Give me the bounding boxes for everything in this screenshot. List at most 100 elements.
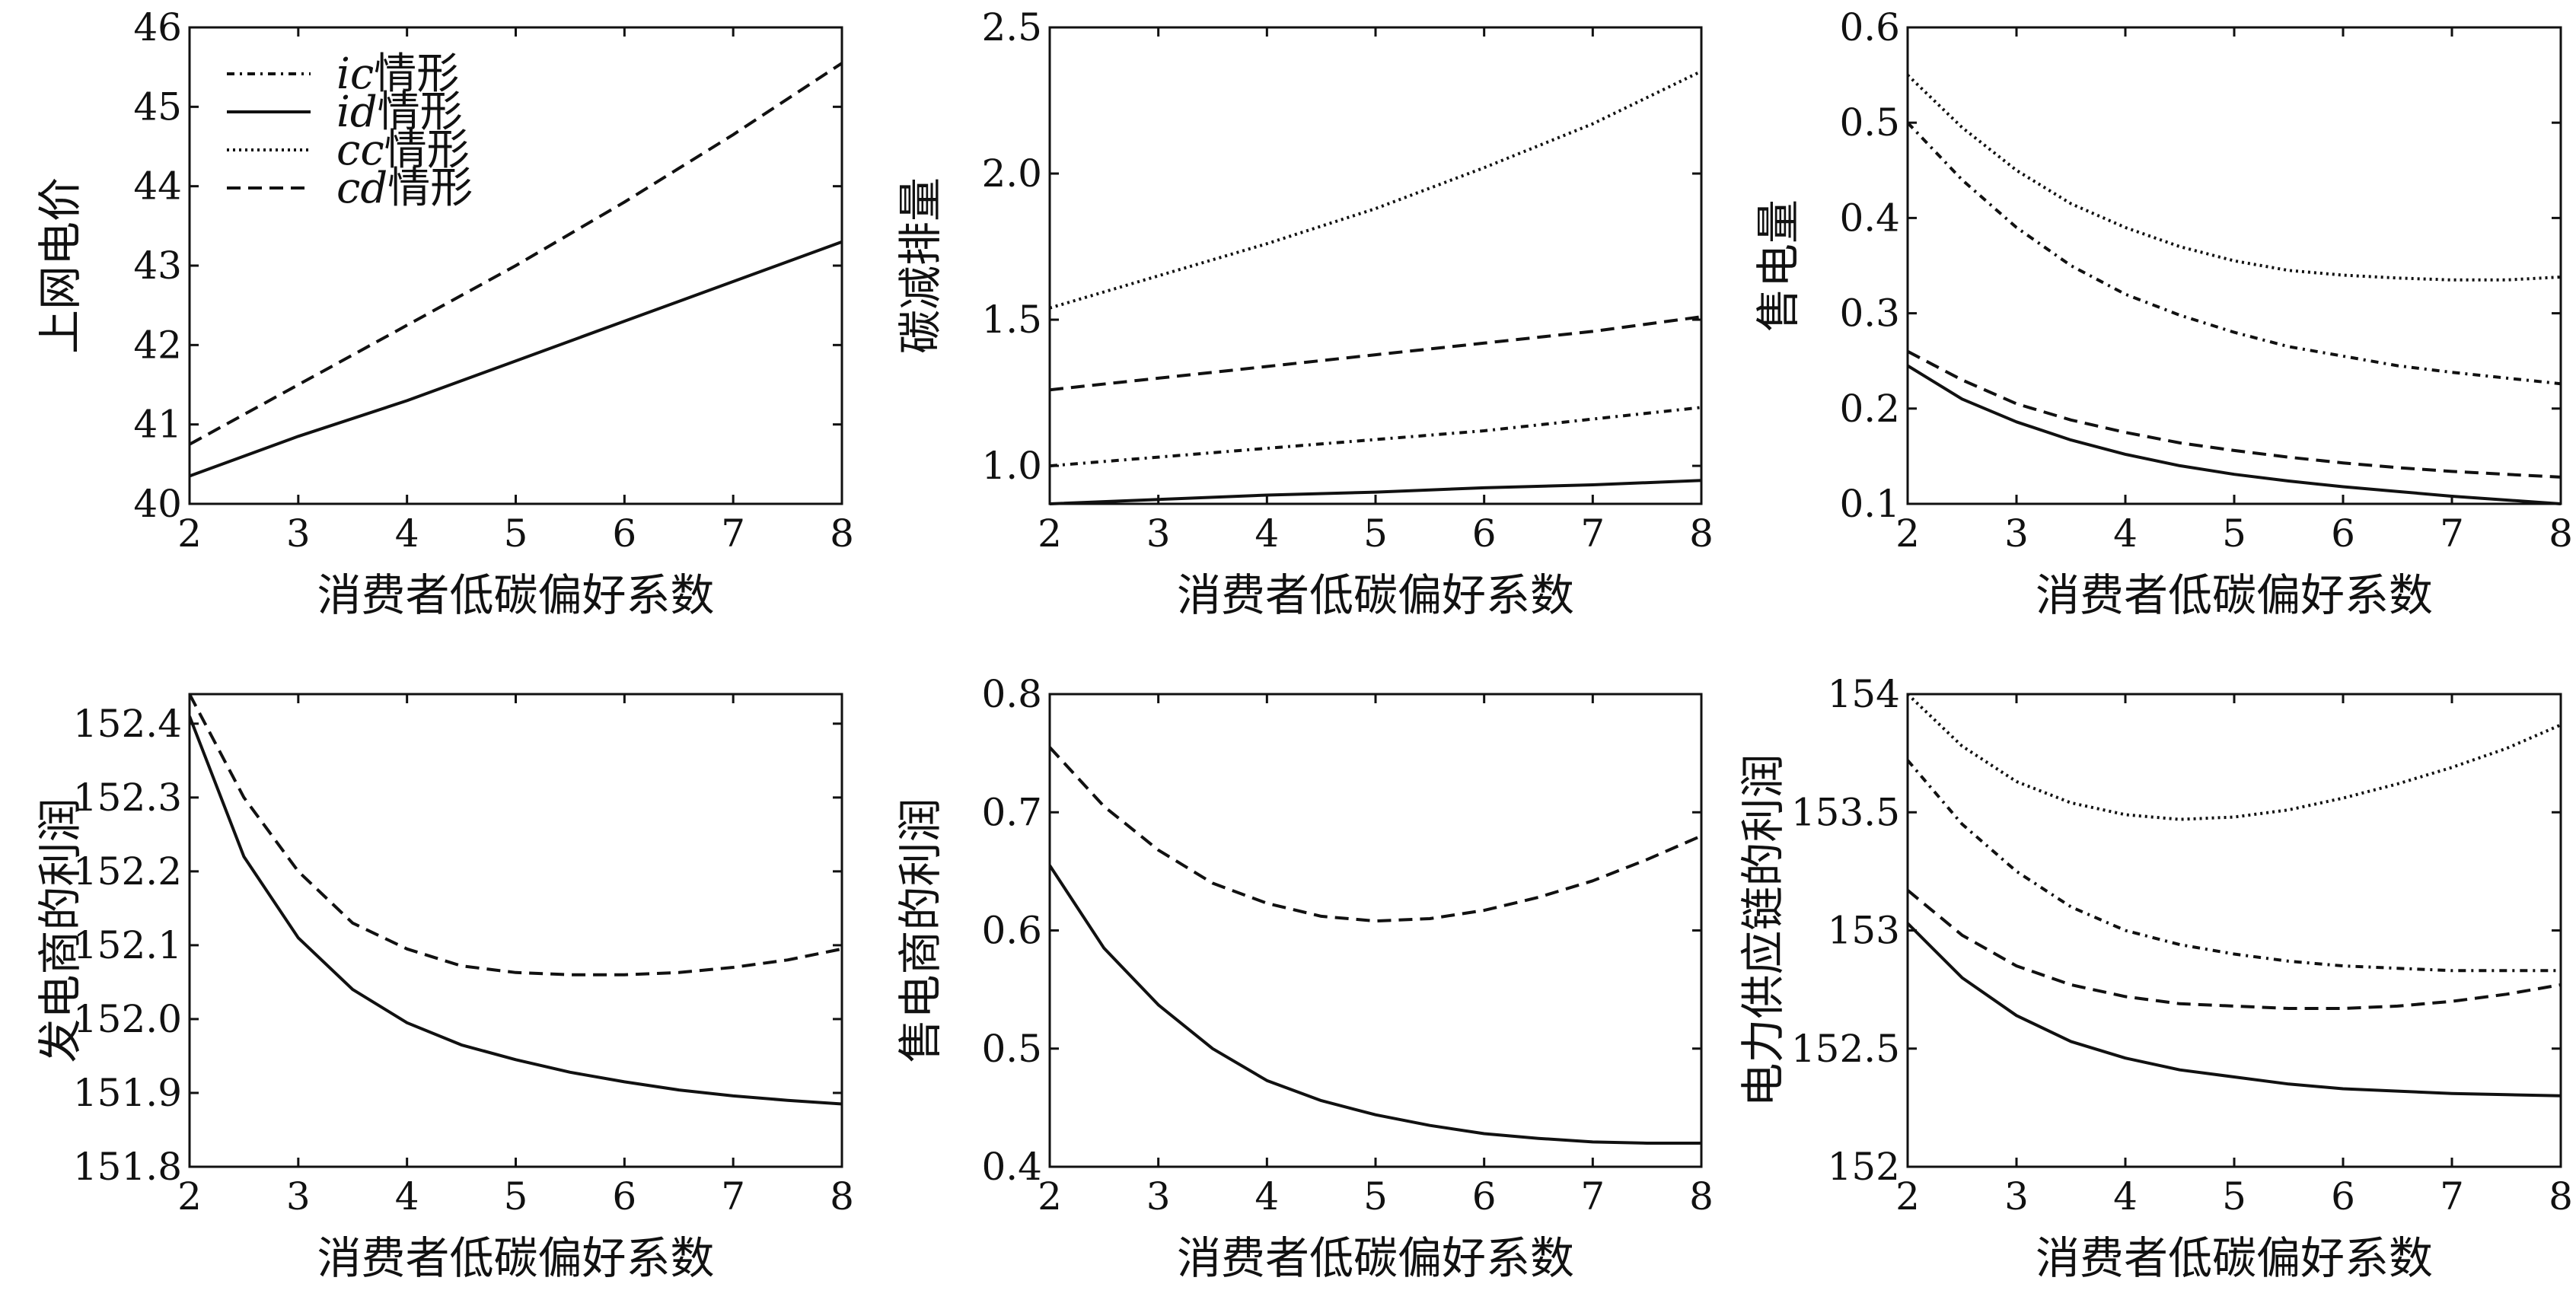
y-tick-label: 2.0 bbox=[981, 151, 1042, 196]
x-tick-label: 6 bbox=[1472, 511, 1497, 556]
x-tick-label: 5 bbox=[1363, 1174, 1388, 1219]
y-tick-label: 0.6 bbox=[981, 909, 1042, 953]
y-tick-label: 45 bbox=[133, 84, 182, 129]
x-tick-label: 2 bbox=[177, 511, 202, 556]
x-axis-label: 消费者低碳偏好系数 bbox=[1177, 569, 1574, 621]
series-group bbox=[190, 693, 842, 1106]
y-axis-label: 电力供应链的利润 bbox=[1737, 753, 1789, 1107]
y-tick-label: 2.5 bbox=[981, 5, 1042, 49]
x-tick-label: 5 bbox=[504, 511, 528, 556]
legend-series-name: cc bbox=[336, 126, 384, 175]
x-tick-label: 6 bbox=[612, 1174, 636, 1219]
legend-entry-id: id情形 bbox=[336, 88, 463, 137]
x-axis-label: 消费者低碳偏好系数 bbox=[317, 569, 714, 621]
series-group bbox=[190, 62, 842, 478]
series-line-cd bbox=[1050, 746, 1701, 923]
x-tick-label: 3 bbox=[1146, 511, 1171, 556]
x-tick-label: 7 bbox=[2440, 511, 2464, 556]
y-tick-label: 154 bbox=[1828, 672, 1900, 716]
y-tick-label: 153 bbox=[1828, 909, 1900, 953]
y-tick-label: 0.3 bbox=[1839, 292, 1900, 336]
series-line-cd bbox=[1908, 349, 2561, 479]
series-line-cc bbox=[1908, 693, 2561, 821]
y-tick-label: 0.1 bbox=[1839, 482, 1900, 526]
y-tick-label: 152.4 bbox=[73, 702, 182, 746]
series-line-ic bbox=[1050, 406, 1701, 468]
y-tick-label: 1.0 bbox=[981, 444, 1042, 488]
y-tick-label: 42 bbox=[133, 323, 182, 367]
y-tick-label: 152.2 bbox=[73, 849, 182, 894]
x-tick-label: 4 bbox=[2113, 511, 2138, 556]
series-line-cd bbox=[1050, 315, 1701, 392]
x-tick-label: 2 bbox=[1038, 1174, 1062, 1219]
chart-panel-3: 2 3 4 5 6 7 8 0.1 0.2 0.3 0.4 0.5 0.6 消费者低碳偏好系数 售电量 bbox=[1752, 5, 2573, 621]
chart-panel-6: 2 3 4 5 6 7 8 152 152.5 153 153.5 154 消费者低碳偏好系数 电力供应链… bbox=[1737, 672, 2573, 1284]
series-line-ic bbox=[1908, 121, 2561, 386]
chart-panel-2: 2 3 4 5 6 7 8 1.0 1.5 2.0 2.5 消费者低碳偏好系数 碳减排量 bbox=[894, 5, 1714, 621]
y-axis-label: 售电商的利润 bbox=[894, 798, 946, 1062]
x-tick-label: 2 bbox=[177, 1174, 202, 1219]
series-group bbox=[1908, 74, 2561, 505]
y-tick-label: 0.2 bbox=[1839, 387, 1900, 431]
chart-panel-4: 2 3 4 5 6 7 8 151.8 151.9 152.0 152.1 152.2 152.3 152… bbox=[34, 693, 854, 1284]
x-tick-label: 5 bbox=[2222, 511, 2246, 556]
x-tick-label: 7 bbox=[2440, 1174, 2464, 1219]
y-tick-label: 152 bbox=[1828, 1145, 1900, 1189]
x-tick-label: 7 bbox=[1580, 1174, 1605, 1219]
x-tick-label: 8 bbox=[830, 1174, 854, 1219]
legend-series-name: cd bbox=[336, 164, 387, 213]
x-axis-label: 消费者低碳偏好系数 bbox=[317, 1232, 714, 1284]
x-tick-label: 4 bbox=[1255, 1174, 1279, 1219]
legend-series-name: ic bbox=[336, 49, 374, 99]
x-tick-label: 4 bbox=[2113, 1174, 2138, 1219]
x-tick-label: 8 bbox=[2549, 1174, 2573, 1219]
x-tick-label: 8 bbox=[1689, 1174, 1714, 1219]
legend-suffix: 情形 bbox=[384, 126, 470, 175]
series-line-cd bbox=[190, 62, 842, 446]
plot-frame bbox=[1906, 26, 2562, 505]
x-tick-label: 8 bbox=[1689, 511, 1714, 556]
series-line-cd bbox=[190, 693, 842, 976]
x-tick-label: 3 bbox=[286, 1174, 311, 1219]
series-line-id bbox=[190, 715, 842, 1106]
x-tick-label: 7 bbox=[721, 1174, 745, 1219]
y-tick-label: 151.9 bbox=[73, 1071, 182, 1115]
plot-frame bbox=[1048, 26, 1703, 505]
y-tick-label: 0.8 bbox=[981, 672, 1042, 716]
y-tick-label: 0.6 bbox=[1839, 5, 1900, 49]
y-tick-label: 0.5 bbox=[981, 1027, 1042, 1071]
y-tick-label: 0.5 bbox=[1839, 100, 1900, 145]
y-tick-label: 152.1 bbox=[73, 923, 182, 967]
x-tick-label: 6 bbox=[2331, 511, 2355, 556]
x-axis-label: 消费者低碳偏好系数 bbox=[2036, 569, 2433, 621]
y-axis-label: 售电量 bbox=[1752, 199, 1804, 332]
y-tick-label: 0.7 bbox=[981, 790, 1042, 834]
plot-frame bbox=[1048, 693, 1703, 1168]
x-tick-label: 4 bbox=[395, 1174, 419, 1219]
chart-panel-5: 2 3 4 5 6 7 8 0.4 0.5 0.6 0.7 0.8 消费者低碳偏好系数 售电商的利润 bbox=[894, 672, 1714, 1284]
x-tick-label: 3 bbox=[1146, 1174, 1171, 1219]
y-tick-label: 44 bbox=[133, 164, 182, 209]
x-axis-label: 消费者低碳偏好系数 bbox=[1177, 1232, 1574, 1284]
legend-suffix: 情形 bbox=[378, 88, 463, 137]
y-tick-label: 153.5 bbox=[1791, 790, 1900, 834]
series-line-cd bbox=[1908, 889, 2561, 1010]
x-tick-label: 2 bbox=[1895, 1174, 1920, 1219]
x-tick-label: 4 bbox=[395, 511, 419, 556]
series-line-cc bbox=[1908, 74, 2561, 282]
x-tick-label: 6 bbox=[612, 511, 636, 556]
y-axis-label: 碳减排量 bbox=[894, 177, 946, 354]
legend-entry-ic: ic情形 bbox=[336, 49, 459, 99]
y-tick-label: 151.8 bbox=[73, 1145, 182, 1189]
x-tick-label: 8 bbox=[830, 511, 854, 556]
legend-entry-cd: cd情形 bbox=[336, 164, 473, 213]
y-tick-label: 41 bbox=[133, 403, 182, 447]
series-line-id bbox=[1908, 364, 2561, 505]
series-group bbox=[1050, 746, 1701, 1145]
x-axis-label: 消费者低碳偏好系数 bbox=[2036, 1232, 2433, 1284]
y-tick-label: 40 bbox=[133, 482, 182, 526]
series-line-id bbox=[1908, 922, 2561, 1098]
x-tick-label: 6 bbox=[2331, 1174, 2355, 1219]
